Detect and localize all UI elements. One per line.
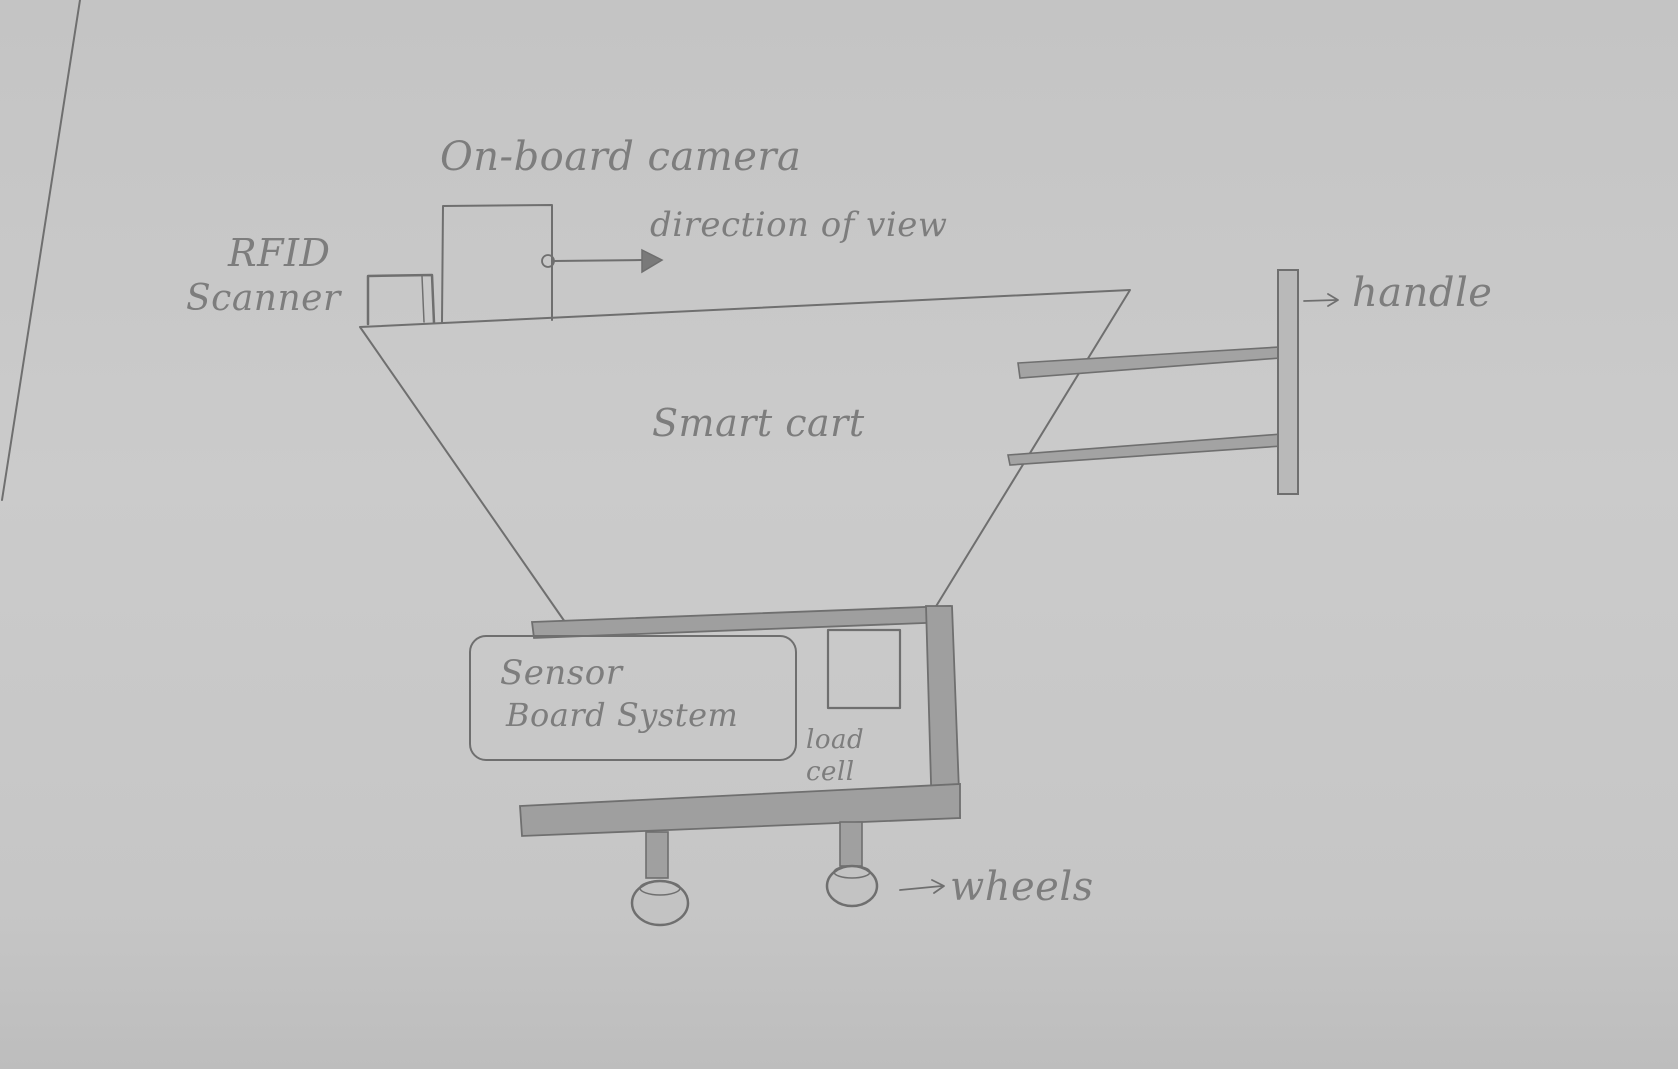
wheel-right [825,821,879,908]
view-direction-label: direction of view [650,205,947,245]
wheel-left [630,831,690,927]
wheels-label-arrow [899,885,943,891]
rfid-scanner-box-edge [421,275,425,323]
load-label: load [806,725,864,755]
wheels-label-arrowhead [931,879,945,894]
cell-label: cell [806,757,855,787]
wheels-label: wheels [950,864,1094,910]
sensor-board-box [469,635,797,761]
handle-label: handle [1352,270,1492,316]
sensor-label: Sensor [500,653,624,693]
rfid-scanner-box [366,273,436,326]
handle-grip [1277,269,1299,495]
board-system-label: Board System [505,696,738,734]
view-direction-arrow-line [553,259,643,262]
camera-box [441,204,553,323]
camera-label: On-board camera [440,134,801,180]
margin-line [1,0,81,501]
scanner-label: Scanner [186,278,342,319]
rfid-label: RFID [227,231,330,275]
view-direction-arrowhead [641,248,664,274]
load-cell-box [826,628,902,710]
handle-label-arrow [1303,299,1337,302]
handle-bars [1007,346,1283,466]
handle-label-arrowhead [1327,293,1339,307]
cart-label: Smart cart [652,401,865,445]
base-frame [519,605,961,837]
